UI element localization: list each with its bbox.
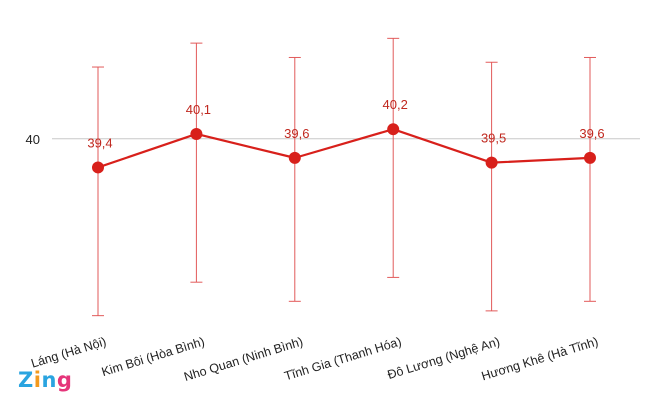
- data-label: 39,4: [87, 135, 112, 150]
- error-bar: [387, 37, 400, 278]
- y-tick-label: 40: [26, 132, 40, 147]
- error-bar: [190, 42, 203, 283]
- logo-letter-z: Z: [18, 368, 34, 392]
- error-bar: [92, 66, 104, 317]
- error-bar: [288, 56, 301, 302]
- zing-logo: Zing: [18, 368, 72, 392]
- data-point: [92, 161, 104, 174]
- series-line: [97, 128, 591, 169]
- data-point: [485, 156, 498, 169]
- data-label: 40,1: [186, 102, 211, 117]
- logo-letter-i: i: [33, 368, 42, 392]
- logo-letter-n: n: [41, 368, 57, 392]
- data-point: [288, 151, 301, 164]
- error-bar: [485, 61, 498, 312]
- data-point: [584, 151, 596, 164]
- error-bar: [584, 56, 596, 302]
- data-point: [387, 123, 400, 136]
- data-point: [190, 127, 203, 140]
- data-label: 40,2: [383, 97, 408, 112]
- x-category-label: Láng (Hà Nội): [29, 334, 108, 370]
- data-label: 39,6: [579, 126, 604, 141]
- logo-letter-g: g: [56, 368, 73, 392]
- data-label: 39,6: [284, 126, 309, 141]
- data-label: 39,5: [481, 131, 506, 146]
